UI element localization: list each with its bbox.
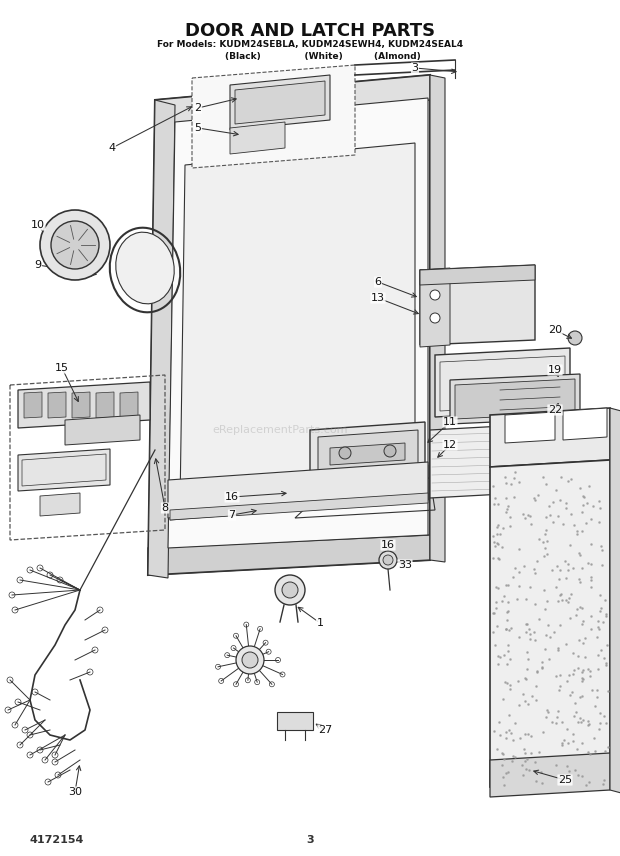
Polygon shape <box>96 392 114 418</box>
Polygon shape <box>24 392 42 418</box>
Text: 3: 3 <box>412 63 418 73</box>
Text: 6: 6 <box>374 277 381 287</box>
Text: 5: 5 <box>195 123 202 133</box>
Polygon shape <box>65 415 140 445</box>
Polygon shape <box>318 430 418 471</box>
Text: 10: 10 <box>31 220 45 230</box>
Circle shape <box>430 290 440 300</box>
Polygon shape <box>235 81 325 124</box>
Circle shape <box>242 652 258 668</box>
Text: 16: 16 <box>381 540 395 550</box>
Text: 19: 19 <box>548 365 562 375</box>
Polygon shape <box>420 268 450 347</box>
Text: 13: 13 <box>371 293 385 303</box>
Text: 12: 12 <box>443 440 457 450</box>
Polygon shape <box>168 98 428 548</box>
Text: 20: 20 <box>548 325 562 335</box>
Polygon shape <box>180 143 415 505</box>
Circle shape <box>51 221 99 269</box>
Polygon shape <box>420 265 535 345</box>
Polygon shape <box>330 443 405 465</box>
Text: DOOR AND LATCH PARTS: DOOR AND LATCH PARTS <box>185 22 435 40</box>
Text: 33: 33 <box>398 560 412 570</box>
Polygon shape <box>170 465 428 520</box>
Polygon shape <box>168 462 428 518</box>
Polygon shape <box>430 424 540 498</box>
Polygon shape <box>420 265 535 285</box>
Circle shape <box>40 210 110 280</box>
Polygon shape <box>18 382 150 428</box>
Polygon shape <box>192 65 355 168</box>
Polygon shape <box>563 408 607 440</box>
Polygon shape <box>148 75 430 575</box>
Polygon shape <box>148 535 430 575</box>
Polygon shape <box>430 75 445 562</box>
Polygon shape <box>435 348 570 417</box>
Text: 25: 25 <box>558 775 572 785</box>
Text: 2: 2 <box>195 103 202 113</box>
Polygon shape <box>48 392 66 418</box>
Polygon shape <box>490 460 610 787</box>
Text: 4: 4 <box>108 143 115 153</box>
Text: 4172154: 4172154 <box>30 835 84 845</box>
Text: 30: 30 <box>68 787 82 797</box>
Circle shape <box>430 313 440 323</box>
Circle shape <box>275 575 305 605</box>
Ellipse shape <box>116 232 174 304</box>
Text: 15: 15 <box>55 363 69 373</box>
Circle shape <box>383 555 393 565</box>
Polygon shape <box>455 379 575 419</box>
Polygon shape <box>40 493 80 516</box>
Circle shape <box>379 551 397 569</box>
Polygon shape <box>148 100 175 578</box>
Circle shape <box>339 447 351 459</box>
Text: 3: 3 <box>306 835 314 845</box>
Circle shape <box>384 445 396 457</box>
Polygon shape <box>155 75 430 125</box>
Text: 11: 11 <box>443 417 457 427</box>
Polygon shape <box>505 412 555 443</box>
Polygon shape <box>277 712 313 730</box>
Polygon shape <box>72 392 90 418</box>
Polygon shape <box>610 408 620 794</box>
Polygon shape <box>490 753 610 797</box>
Circle shape <box>568 331 582 345</box>
Polygon shape <box>490 408 610 467</box>
Text: 27: 27 <box>318 725 332 735</box>
Circle shape <box>282 582 298 598</box>
Text: For Models: KUDM24SEBLA, KUDM24SEWH4, KUDM24SEAL4: For Models: KUDM24SEBLA, KUDM24SEWH4, KU… <box>157 40 463 49</box>
Text: 1: 1 <box>316 618 324 628</box>
Text: 8: 8 <box>161 503 169 513</box>
Text: 22: 22 <box>548 405 562 415</box>
Text: 16: 16 <box>225 492 239 502</box>
Polygon shape <box>450 374 580 424</box>
Polygon shape <box>120 392 138 418</box>
Polygon shape <box>230 75 330 130</box>
Polygon shape <box>18 449 110 491</box>
Polygon shape <box>170 493 428 520</box>
Polygon shape <box>230 122 285 154</box>
Polygon shape <box>310 422 425 478</box>
Text: 7: 7 <box>228 510 236 520</box>
Text: eReplacementParts.com: eReplacementParts.com <box>212 425 348 435</box>
Text: (Black)              (White)          (Almond): (Black) (White) (Almond) <box>200 52 420 61</box>
Text: 9: 9 <box>35 260 42 270</box>
Circle shape <box>236 646 264 674</box>
